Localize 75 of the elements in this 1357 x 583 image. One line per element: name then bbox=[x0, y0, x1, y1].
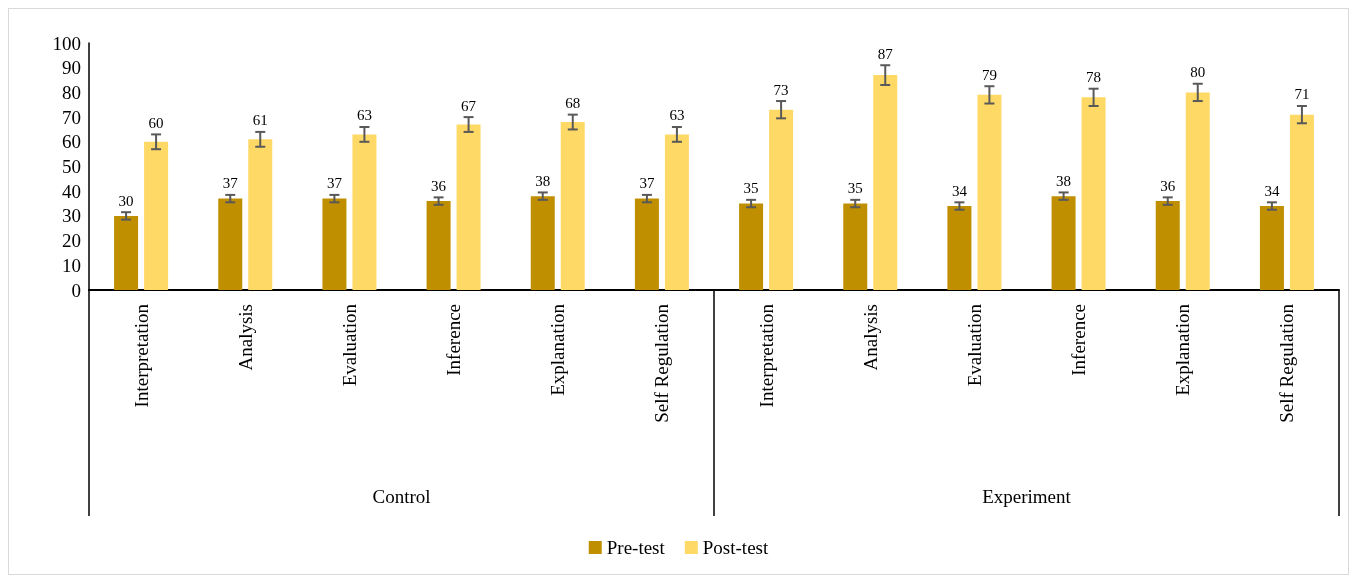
data-label: 30 bbox=[118, 192, 134, 209]
bar bbox=[947, 206, 972, 290]
bar bbox=[144, 141, 169, 290]
y-tick-label: 0 bbox=[71, 279, 81, 301]
y-tick-label: 80 bbox=[62, 81, 81, 103]
x-tick-label: Inference bbox=[1068, 304, 1090, 376]
y-tick-label: 10 bbox=[62, 254, 81, 276]
y-tick-label: 90 bbox=[62, 57, 81, 79]
legend-label: Post-test bbox=[702, 537, 769, 558]
data-label: 68 bbox=[565, 95, 581, 112]
y-tick-label: 60 bbox=[62, 131, 81, 153]
bar bbox=[322, 198, 347, 290]
data-label: 60 bbox=[148, 114, 164, 131]
x-tick-label: Interpretation bbox=[130, 303, 152, 408]
data-label: 63 bbox=[669, 107, 685, 124]
text: Control bbox=[372, 486, 431, 507]
data-label: 67 bbox=[461, 97, 477, 114]
data-label: 35 bbox=[847, 180, 863, 197]
x-tick-label: Self Regulation bbox=[1276, 303, 1298, 423]
bar bbox=[634, 198, 659, 290]
bar bbox=[739, 203, 764, 290]
legend-label: Pre-test bbox=[606, 537, 666, 558]
bar bbox=[560, 122, 585, 290]
y-tick-label: 50 bbox=[62, 156, 81, 177]
text: Experiment bbox=[982, 486, 1072, 507]
data-label: 35 bbox=[743, 180, 759, 197]
bar bbox=[1185, 92, 1210, 290]
data-label: 80 bbox=[1190, 64, 1206, 81]
data-label: 37 bbox=[222, 175, 239, 192]
data-label: 34 bbox=[951, 182, 968, 199]
x-tick-label: Evaluation bbox=[338, 303, 360, 387]
bar bbox=[248, 139, 273, 290]
x-tick-label: Analysis bbox=[234, 304, 256, 371]
data-label: 61 bbox=[252, 112, 268, 129]
data-label: 71 bbox=[1294, 86, 1310, 103]
bar bbox=[843, 203, 868, 290]
x-tick-label: Analysis bbox=[859, 304, 881, 371]
data-label: 63 bbox=[356, 107, 372, 124]
data-label: 38 bbox=[535, 172, 551, 189]
bar bbox=[1259, 206, 1284, 290]
bar bbox=[426, 201, 451, 290]
bar bbox=[456, 124, 481, 290]
bar bbox=[664, 134, 689, 290]
data-label: 36 bbox=[1160, 177, 1176, 194]
bar bbox=[873, 75, 898, 290]
bar bbox=[530, 196, 555, 290]
data-label: 73 bbox=[773, 81, 789, 98]
bar bbox=[1081, 97, 1106, 290]
y-tick-label: 100 bbox=[52, 32, 81, 54]
data-label: 87 bbox=[877, 45, 894, 62]
bar bbox=[1155, 201, 1180, 290]
data-label: 78 bbox=[1086, 69, 1102, 86]
y-tick-label: 40 bbox=[62, 180, 81, 202]
data-label: 37 bbox=[326, 175, 343, 192]
bar bbox=[977, 94, 1002, 290]
bar bbox=[352, 134, 377, 290]
data-label: 36 bbox=[431, 177, 447, 194]
y-tick-label: 30 bbox=[62, 205, 81, 227]
bar bbox=[1289, 114, 1314, 290]
data-label: 79 bbox=[981, 66, 997, 83]
x-tick-label: Explanation bbox=[547, 303, 569, 396]
data-label: 37 bbox=[639, 175, 655, 192]
bar bbox=[1051, 196, 1076, 290]
data-label: 34 bbox=[1264, 182, 1280, 199]
bar bbox=[769, 109, 794, 290]
x-tick-label: Inference bbox=[443, 304, 465, 376]
x-tick-label: Explanation bbox=[1172, 303, 1194, 396]
x-tick-label: Self Regulation bbox=[651, 303, 673, 423]
bar bbox=[218, 198, 243, 290]
bar bbox=[114, 215, 139, 290]
x-tick-label: Evaluation bbox=[963, 303, 985, 387]
x-tick-label: Interpretation bbox=[755, 303, 777, 408]
y-tick-label: 70 bbox=[62, 106, 81, 128]
y-tick-label: 20 bbox=[62, 230, 81, 252]
data-label: 38 bbox=[1056, 172, 1072, 189]
